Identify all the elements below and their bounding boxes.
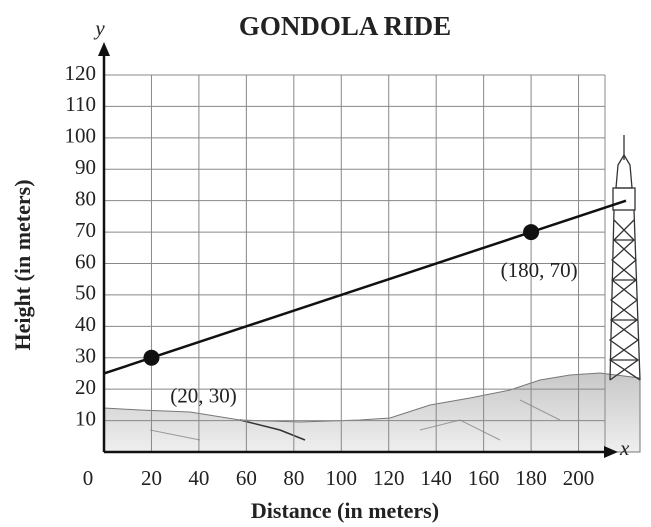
x-tick-label: 120	[373, 466, 405, 490]
x-tick-label: 60	[236, 466, 257, 490]
chart-title: GONDOLA RIDE	[239, 11, 451, 41]
x-tick-label: 200	[563, 466, 595, 490]
chart: 10 20 30 40 50 60 70 80 90 100 110 120 0 20 40 60 80 100 1…	[0, 0, 651, 527]
y-tick-label: 80	[75, 186, 96, 210]
point	[143, 350, 159, 366]
tower	[610, 135, 640, 380]
x-tick-label: 140	[420, 466, 452, 490]
y-tick-label: 30	[75, 344, 96, 368]
y-tick-label: 70	[75, 218, 96, 242]
y-arrow	[98, 42, 110, 56]
y-tick-label: 20	[75, 375, 96, 399]
y-tick-label: 100	[65, 124, 97, 148]
y-tick-label: 110	[65, 92, 96, 116]
y-tick-label: 40	[75, 312, 96, 336]
y-tick-label: 10	[75, 406, 96, 430]
point-label: (180, 70)	[501, 258, 578, 282]
y-axis-title: Height (in meters)	[10, 179, 35, 350]
point	[523, 224, 539, 240]
x-tick-label: 80	[283, 466, 304, 490]
x-axis-letter: x	[619, 436, 630, 460]
y-tick-label: 60	[75, 249, 96, 273]
x-tick-label: 0	[83, 466, 94, 490]
x-tick-label: 20	[141, 466, 162, 490]
y-tick-label: 120	[65, 61, 97, 85]
point-label: (20, 30)	[170, 384, 237, 408]
x-axis-title: Distance (in meters)	[251, 498, 439, 523]
line	[104, 201, 626, 374]
y-tick-label: 50	[75, 281, 96, 305]
y-axis-letter: y	[93, 16, 105, 40]
x-tick-label: 160	[468, 466, 500, 490]
y-tick-label: 90	[75, 155, 96, 179]
x-tick-label: 40	[188, 466, 209, 490]
x-tick-label: 100	[326, 466, 358, 490]
x-tick-label: 180	[515, 466, 547, 490]
